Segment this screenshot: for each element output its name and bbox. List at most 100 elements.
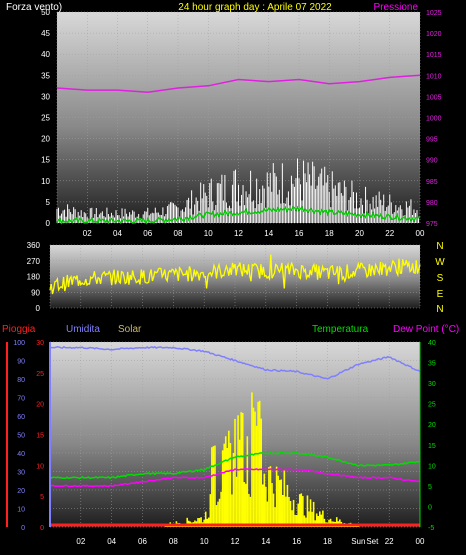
x-tick-label: 22 xyxy=(385,229,394,238)
y-tick-label: 45 xyxy=(41,29,50,38)
y-tick-label: 15 xyxy=(41,156,50,165)
rain-tick-label: 30 xyxy=(36,340,44,347)
rain-tick-label: 25 xyxy=(36,371,44,378)
temperature-tick-label: 30 xyxy=(428,381,436,388)
sunset-label: Set xyxy=(366,537,379,546)
temperature-tick-label: 0 xyxy=(428,504,432,511)
pressure-path xyxy=(56,74,421,93)
temperature-tick-label: 10 xyxy=(428,463,436,470)
y-tick-label: 10 xyxy=(41,177,50,186)
compass-e: E xyxy=(437,289,444,300)
dew-point-legend: Dew Point (°C) xyxy=(393,324,459,335)
temperature-tick-label: 5 xyxy=(428,484,432,491)
x-tick-label: 04 xyxy=(113,229,122,238)
x-tick-label: 06 xyxy=(143,229,152,238)
direction-path xyxy=(49,254,421,295)
climate-panel: 0 10 20 30 40 50 60 70 80 90 100 0 5 10 15 20 25 30 -5 0 5… xyxy=(6,340,436,546)
rain-tick-label: 5 xyxy=(40,494,44,501)
humidity-axis: 0 10 20 30 40 50 60 70 80 90 100 xyxy=(13,340,25,532)
x-tick-label: 12 xyxy=(234,229,243,238)
humidity-tick-label: 80 xyxy=(17,377,25,384)
temperature-tick-label: 25 xyxy=(428,402,436,409)
rain-tick-label: 10 xyxy=(36,463,44,470)
compass-n-top: N xyxy=(436,241,443,252)
x-tick-label: 08 xyxy=(174,229,183,238)
y2-tick-label: 1010 xyxy=(426,73,442,80)
solar-legend: Solar xyxy=(118,324,142,335)
humidity-tick-label: 90 xyxy=(17,359,25,366)
climate-x-axis: 02 04 06 08 10 12 14 16 18 Sun 22 00 Set xyxy=(76,537,425,546)
y2-tick-label: 985 xyxy=(426,179,438,186)
chart-title: 24 hour graph day : Aprile 07 2022 xyxy=(178,2,332,13)
direction-tick-label: 270 xyxy=(27,257,41,266)
x-tick-label: 14 xyxy=(261,537,270,546)
pressure-title: Pressione xyxy=(374,2,419,13)
y2-tick-label: 1015 xyxy=(426,52,442,59)
y2-tick-label: 995 xyxy=(426,137,438,144)
humidity-tick-label: 50 xyxy=(17,433,25,440)
x-tick-label: 06 xyxy=(138,537,147,546)
y-tick-label: 35 xyxy=(41,71,50,80)
y-tick-label: 20 xyxy=(41,135,50,144)
humidity-tick-label: 60 xyxy=(17,414,25,421)
temperature-tick-label: -5 xyxy=(428,525,434,532)
x-tick-label: 02 xyxy=(76,537,85,546)
wind-left-axis: 0 5 10 15 20 25 30 35 40 45 50 xyxy=(41,8,50,228)
humidity-path xyxy=(49,345,421,380)
temperature-line xyxy=(49,451,421,480)
pressure-line xyxy=(56,74,421,93)
direction-tick-label: 360 xyxy=(27,241,41,250)
x-tick-label: 20 xyxy=(355,229,364,238)
temperature-tick-label: 15 xyxy=(428,443,436,450)
x-tick-label: 04 xyxy=(107,537,116,546)
y2-tick-label: 1020 xyxy=(426,31,442,38)
rain-tick-label: 20 xyxy=(36,402,44,409)
wind-gust-line xyxy=(56,205,421,225)
humidity-tick-label: 10 xyxy=(17,507,25,514)
y2-tick-label: 1005 xyxy=(426,94,442,101)
wind-title: Forza vento) xyxy=(6,2,62,13)
humidity-tick-label: 30 xyxy=(17,470,25,477)
temperature-tick-label: 35 xyxy=(428,361,436,368)
y2-tick-label: 980 xyxy=(426,200,438,207)
x-tick-label: 10 xyxy=(204,229,213,238)
y2-tick-label: 1000 xyxy=(426,116,442,123)
compass-w: W xyxy=(435,257,445,268)
humidity-tick-label: 70 xyxy=(17,396,25,403)
y-tick-label: 5 xyxy=(46,198,51,207)
temperature-axis: -5 0 5 10 15 20 25 30 35 40 xyxy=(428,340,436,532)
temperature-tick-label: 40 xyxy=(428,340,436,347)
x-tick-label: 00 xyxy=(416,537,425,546)
x-tick-label: 12 xyxy=(231,537,240,546)
compass-n-bottom: N xyxy=(436,304,443,315)
x-tick-label: 10 xyxy=(200,537,209,546)
direction-axis: 0 90 180 270 360 xyxy=(27,241,41,313)
compass-s: S xyxy=(437,273,444,284)
y-tick-label: 0 xyxy=(46,219,51,228)
wind-direction-line xyxy=(49,254,421,295)
rain-tick-label: 0 xyxy=(40,525,44,532)
x-tick-label: 22 xyxy=(385,537,394,546)
x-tick-label: 18 xyxy=(323,537,332,546)
direction-plot-area xyxy=(50,245,420,308)
x-tick-label: 08 xyxy=(169,537,178,546)
wind-x-axis: 02 04 06 08 10 12 14 16 18 20 22 00 xyxy=(83,229,425,238)
x-tick-label: 00 xyxy=(416,229,425,238)
direction-tick-label: 0 xyxy=(36,304,41,313)
y2-tick-label: 1025 xyxy=(426,10,442,17)
rain-axis: 0 5 10 15 20 25 30 xyxy=(36,340,44,532)
x-tick-label: 18 xyxy=(325,229,334,238)
humidity-tick-label: 100 xyxy=(13,340,25,347)
temperature-legend: Temperatura xyxy=(312,324,369,335)
dew-point-line xyxy=(49,468,421,488)
humidity-line xyxy=(49,345,421,380)
wind-direction-panel: 0 90 180 270 360 N W S E N xyxy=(27,241,446,315)
direction-tick-label: 180 xyxy=(27,273,41,282)
humidity-tick-label: 0 xyxy=(21,525,25,532)
humidity-tick-label: 40 xyxy=(17,451,25,458)
gust-path xyxy=(56,205,421,225)
y-tick-label: 50 xyxy=(41,8,50,17)
direction-tick-label: 90 xyxy=(31,288,40,297)
x-tick-label: 14 xyxy=(264,229,273,238)
